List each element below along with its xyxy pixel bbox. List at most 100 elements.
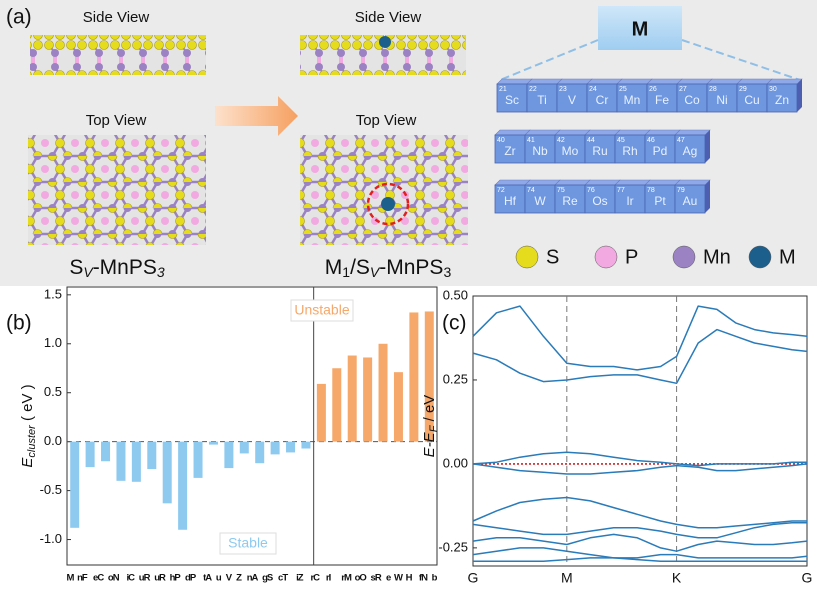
atomic-number: 29 xyxy=(739,86,747,93)
arrow xyxy=(215,96,298,136)
x-tick-label: Rh xyxy=(159,573,176,584)
x-tick-label: Pd xyxy=(174,573,191,584)
element-cell xyxy=(494,134,526,164)
atomic-number: 75 xyxy=(557,187,565,194)
atomic-number: 40 xyxy=(497,137,505,144)
bar xyxy=(224,441,234,469)
band-line xyxy=(472,533,808,552)
element-top xyxy=(676,78,713,85)
panel-label: (b) xyxy=(6,312,32,335)
element-top xyxy=(614,179,651,186)
y-axis-label-rest: ( eV ) xyxy=(19,384,36,425)
element-symbol: Ru xyxy=(592,144,607,158)
element-symbol: Co xyxy=(684,93,700,107)
bar xyxy=(85,441,95,468)
element-top xyxy=(644,179,681,186)
element-cell xyxy=(766,83,798,113)
element-top xyxy=(556,78,593,85)
band-line xyxy=(472,451,807,467)
element-symbol: Re xyxy=(562,194,578,208)
x-tick-label: Au xyxy=(205,573,222,584)
bar xyxy=(147,441,157,470)
element-symbol: Ti xyxy=(537,93,547,107)
atomic-number: 72 xyxy=(497,187,505,194)
subscript: 1 xyxy=(342,264,350,280)
element-top xyxy=(554,179,591,186)
panel-label: (c) xyxy=(442,312,467,335)
structure-caption: M1/SV-MnPS3 xyxy=(325,256,452,280)
bar xyxy=(255,441,265,464)
element-symbol: V xyxy=(568,93,576,107)
x-tick-label: G xyxy=(468,570,479,586)
element-symbol: Mo xyxy=(562,144,579,158)
element-symbol: Hf xyxy=(504,194,517,208)
element-side xyxy=(705,130,710,163)
element-cell xyxy=(586,83,618,113)
bar xyxy=(178,441,188,530)
element-top xyxy=(766,78,803,85)
legend-swatch xyxy=(748,245,772,269)
view-label: Top View xyxy=(356,112,417,129)
element-symbol: Ir xyxy=(626,194,633,208)
top-view-structure xyxy=(28,135,206,245)
element-side xyxy=(797,79,802,112)
bar xyxy=(162,441,172,504)
side-view-structure xyxy=(30,35,206,75)
element-top xyxy=(524,179,561,186)
element-top xyxy=(586,78,623,85)
bar xyxy=(270,441,280,455)
element-symbol: Mn xyxy=(624,93,641,107)
series-label: Stable xyxy=(228,535,268,551)
y-tick-label: -0.5 xyxy=(40,482,62,497)
atomic-number: 23 xyxy=(559,86,567,93)
x-tick-label: Cr xyxy=(313,573,330,584)
element-symbol: Sc xyxy=(505,93,519,107)
y-tick-label: -0.25 xyxy=(438,539,468,554)
x-tick-label: Ir xyxy=(329,573,346,584)
bar xyxy=(393,372,403,442)
plot-frame xyxy=(472,295,808,567)
band-line xyxy=(472,328,808,385)
top-view-structure xyxy=(300,135,468,245)
plot-frame xyxy=(66,286,438,566)
y-tick-label: 1.5 xyxy=(44,286,62,301)
x-tick-label: Ag xyxy=(252,573,269,584)
x-tick-label: Ni xyxy=(113,573,129,584)
element-symbol: Zr xyxy=(504,144,515,158)
view-label: Side View xyxy=(355,9,422,26)
band-line xyxy=(472,305,808,371)
caption-part: -MnPS xyxy=(93,256,157,279)
element-cell xyxy=(644,134,676,164)
bar xyxy=(101,441,111,462)
element-header-box xyxy=(598,6,682,50)
bar xyxy=(193,441,203,478)
element-top xyxy=(646,78,683,85)
metal-atom xyxy=(381,197,395,211)
y-tick-label: 1.0 xyxy=(44,335,62,350)
y-axis-label-main: E xyxy=(19,457,36,468)
x-tick-label: Nb xyxy=(421,573,438,584)
band-line xyxy=(472,496,807,529)
y-tick-label: 0.0 xyxy=(44,433,62,448)
element-symbol: W xyxy=(534,194,546,208)
element-top xyxy=(614,129,651,136)
element-top xyxy=(616,78,653,85)
element-top xyxy=(584,179,621,186)
y-axis-label: E-EF / eV xyxy=(421,395,440,458)
x-tick-label: Zr xyxy=(298,573,315,584)
y-tick-label: 0.50 xyxy=(443,287,468,302)
element-cell xyxy=(614,184,646,214)
element-symbol: Cu xyxy=(744,93,759,107)
element-symbol: Ag xyxy=(683,144,698,158)
element-cell xyxy=(494,184,526,214)
element-top xyxy=(524,129,561,136)
element-symbol: Pt xyxy=(654,194,666,208)
element-cell xyxy=(736,83,768,113)
element-cell xyxy=(584,134,616,164)
element-top xyxy=(494,129,531,136)
legend-label: P xyxy=(625,246,638,268)
x-tick-label: Ru xyxy=(144,573,161,584)
x-tick-label: Co xyxy=(97,573,114,584)
element-cell xyxy=(554,134,586,164)
view-label: Side View xyxy=(83,9,150,26)
